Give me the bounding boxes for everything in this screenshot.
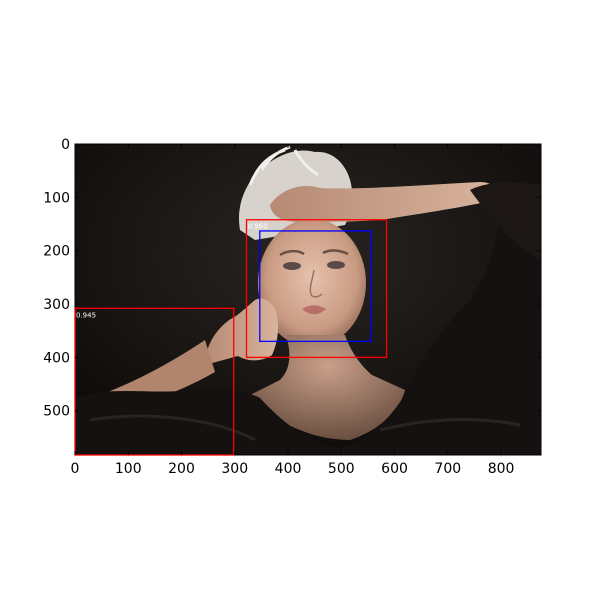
x-tick-label: 0 bbox=[71, 461, 80, 477]
x-tick-label: 800 bbox=[488, 461, 515, 477]
y-tick-label: 100 bbox=[43, 190, 70, 206]
y-tick-label: 200 bbox=[43, 244, 70, 260]
detection-box bbox=[74, 307, 235, 456]
y-tick-label: 500 bbox=[43, 404, 70, 420]
x-tick-label: 600 bbox=[381, 461, 408, 477]
plot-frame bbox=[74, 143, 542, 456]
x-tick-label: 300 bbox=[221, 461, 248, 477]
y-axis: 0 100 200 300 400 500 bbox=[43, 137, 541, 420]
x-axis: 0 100 200 300 400 500 600 700 800 bbox=[71, 144, 515, 477]
x-tick-label: 200 bbox=[168, 461, 195, 477]
x-tick-label: 500 bbox=[328, 461, 355, 477]
y-tick-label: 300 bbox=[43, 297, 70, 313]
y-tick-label: 400 bbox=[43, 350, 70, 366]
detection-box bbox=[245, 219, 388, 359]
x-tick-label: 400 bbox=[275, 461, 302, 477]
x-tick-label: 700 bbox=[434, 461, 461, 477]
detection-boxes: 0.960 0.945 bbox=[74, 219, 388, 456]
x-tick-label: 100 bbox=[115, 461, 142, 477]
detection-box bbox=[259, 230, 372, 343]
y-tick-label: 0 bbox=[61, 137, 70, 153]
detection-score-label: 0.945 bbox=[76, 311, 96, 319]
detection-score-label: 0.960 bbox=[247, 223, 267, 231]
photo-image bbox=[75, 144, 541, 455]
